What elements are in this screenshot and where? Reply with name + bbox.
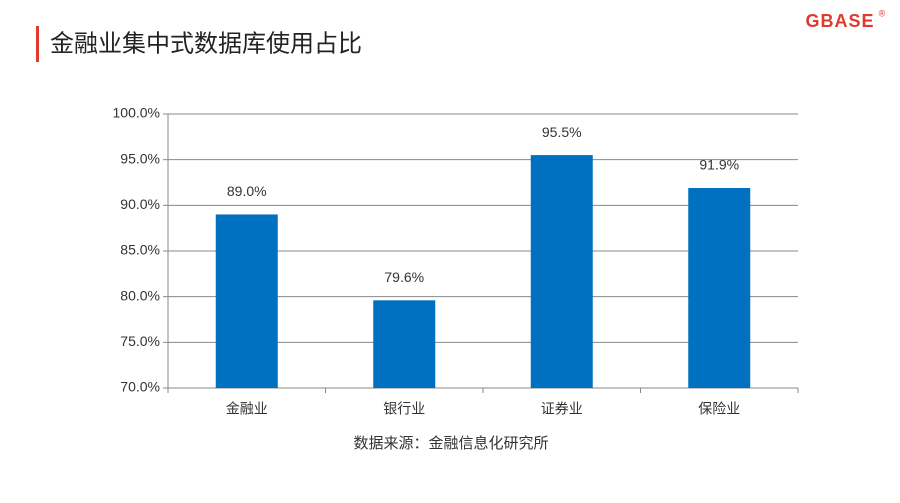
y-tick-label: 100.0% — [113, 105, 160, 121]
source-note: 数据来源：金融信息化研究所 — [353, 435, 548, 452]
x-tick-label: 银行业 — [383, 401, 425, 417]
logo: GBASE — [805, 11, 874, 31]
y-tick-label: 75.0% — [120, 333, 160, 349]
x-tick-label: 金融业 — [226, 401, 268, 417]
x-tick-label: 保险业 — [698, 401, 740, 417]
value-label: 89.0% — [227, 183, 267, 199]
slide-title: 金融业集中式数据库使用占比 — [50, 30, 362, 57]
y-tick-label: 95.0% — [120, 150, 160, 166]
bar — [215, 214, 278, 388]
bar — [688, 187, 751, 388]
x-tick-label: 证券业 — [541, 401, 583, 417]
title-accent — [36, 26, 39, 62]
y-tick-label: 90.0% — [120, 196, 160, 212]
y-tick-label: 70.0% — [120, 379, 160, 395]
y-tick-label: 85.0% — [120, 242, 160, 258]
bar — [373, 300, 436, 388]
bar — [530, 155, 593, 388]
value-label: 95.5% — [542, 124, 582, 140]
y-tick-label: 80.0% — [120, 287, 160, 303]
value-label: 79.6% — [384, 269, 424, 285]
value-label: 91.9% — [699, 157, 739, 173]
logo-mark: ® — [879, 8, 886, 18]
